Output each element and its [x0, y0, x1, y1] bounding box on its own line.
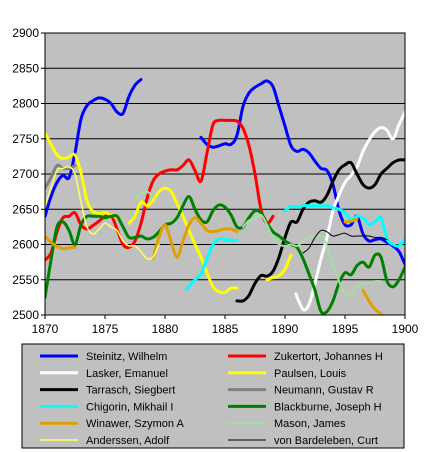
series-line-winawer-szymon-a-1: [151, 216, 239, 261]
legend-label-tarrasch-siegbert: Tarrasch, Siegbert: [86, 385, 175, 397]
legend-label-neumann-gustav-r: Neumann, Gustav R: [274, 385, 374, 397]
y-tick-label-2500: 2500: [12, 308, 39, 322]
x-tick-label-1890: 1890: [272, 322, 299, 336]
series-line-blackburne-joseph-h-0: [45, 195, 405, 315]
legend-label-lasker-emanuel: Lasker, Emanuel: [86, 368, 168, 380]
x-tick-label-1895: 1895: [332, 322, 359, 336]
x-tick-label-1870: 1870: [32, 322, 59, 336]
legend: Steinitz, Wilhelm Zukertort, Johannes H La…: [21, 343, 405, 449]
legend-label-zukertort-johannes-h: Zukertort, Johannes H: [274, 351, 383, 363]
legend-label-blackburne-joseph-h: Blackburne, Joseph H: [274, 401, 382, 413]
x-tick-label-1900: 1900: [392, 322, 419, 336]
series-line-mason-james-0: [134, 190, 154, 200]
series-line-chigorin-mikhail-i-0: [185, 237, 239, 291]
legend-label-mason-james: Mason, James: [274, 418, 346, 430]
legend-label-paulsen-louis: Paulsen, Louis: [274, 368, 347, 380]
series-line-neumann-gustav-r-0: [45, 163, 77, 190]
x-tick-label-1885: 1885: [212, 322, 239, 336]
y-tick-label-2800: 2800: [12, 97, 39, 111]
series-group: [45, 78, 405, 315]
legend-box: [21, 343, 405, 449]
series-line-zukertort-johannes-h-0: [45, 118, 275, 262]
series-line-winawer-szymon-a-3: [361, 288, 383, 315]
legend-label-steinitz-wilhelm: Steinitz, Wilhelm: [86, 351, 167, 363]
y-tick-label-2750: 2750: [12, 132, 39, 146]
series-line-winawer-szymon-a-0: [45, 234, 77, 251]
series-line-steinitz-wilhelm-0: [45, 78, 143, 218]
axes: 2500 2550 2600 2650 2700 2750 2800 2850 2900 1870…: [12, 26, 418, 336]
x-tick-label-1875: 1875: [92, 322, 119, 336]
y-tick-label-2900: 2900: [12, 26, 39, 40]
y-tick-label-2850: 2850: [12, 61, 39, 75]
series-line-mason-james-1: [242, 213, 382, 297]
series-line-anderssen-adolf-0: [45, 165, 160, 260]
series-line-winawer-szymon-a-2: [343, 217, 359, 224]
x-tick-label-1880: 1880: [152, 322, 179, 336]
series-line-lasker-emanuel-0: [294, 110, 405, 312]
series-line-chigorin-mikhail-i-1: [283, 204, 405, 248]
legend-label-chigorin-mikhail-i: Chigorin, Mikhail I: [86, 401, 173, 413]
series-line-tarrasch-siegbert-0: [235, 158, 405, 303]
legend-label-von-bardeleben-curt: von Bardeleben, Curt: [274, 435, 378, 447]
series-line-von-bardeleben-curt-0: [302, 229, 388, 254]
plot-area: [44, 32, 406, 316]
series-line-paulsen-louis-2: [265, 253, 293, 282]
y-tick-label-2600: 2600: [12, 238, 39, 252]
y-tick-label-2700: 2700: [12, 167, 39, 181]
legend-label-winawer-szymon-a: Winawer, Szymon A: [86, 418, 184, 430]
y-tick-label-2550: 2550: [12, 273, 39, 287]
legend-label-anderssen-adolf: Anderssen, Adolf: [86, 435, 170, 447]
series-line-paulsen-louis-1: [127, 186, 239, 295]
y-tick-label-2650: 2650: [12, 202, 39, 216]
series-line-paulsen-louis-0: [45, 131, 119, 220]
series-line-steinitz-wilhelm-1: [199, 79, 405, 266]
